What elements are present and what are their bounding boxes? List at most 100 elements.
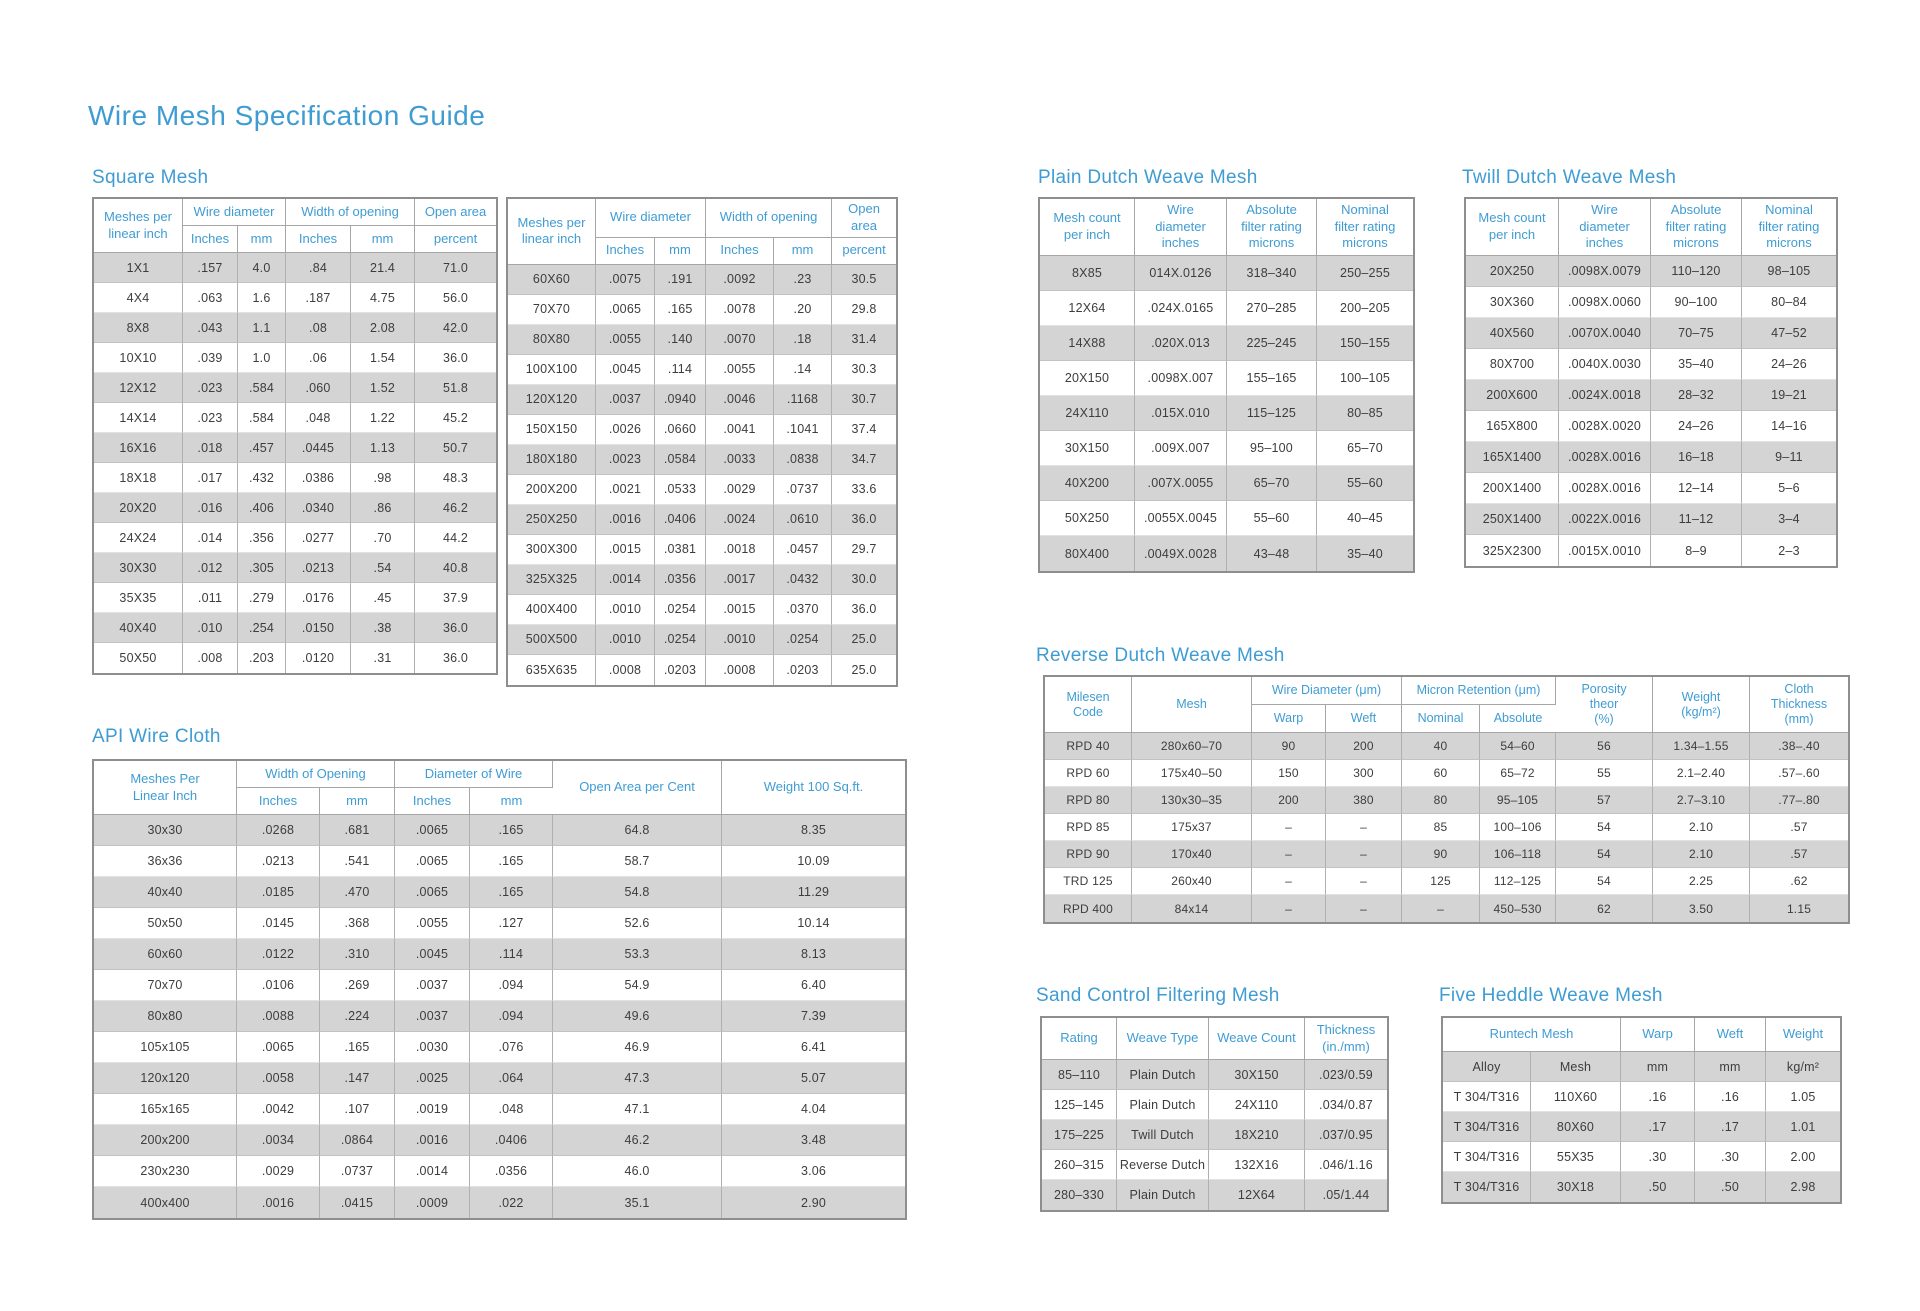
cell: 36.0 bbox=[415, 643, 497, 673]
cell: 19–21 bbox=[1742, 380, 1836, 411]
cell: RPD 80 bbox=[1045, 787, 1132, 814]
column-header: Weight (kg/m²) bbox=[1653, 677, 1751, 733]
cell: 100X100 bbox=[508, 354, 596, 385]
cell: – bbox=[1326, 814, 1403, 841]
cell: 250X250 bbox=[508, 504, 596, 535]
cell: .0092 bbox=[706, 264, 775, 295]
column-header: Mesh bbox=[1132, 677, 1252, 733]
cell: .0010 bbox=[706, 624, 775, 655]
twill-dutch-weave-table: Mesh count per inch Wire diameter inches A… bbox=[1464, 197, 1838, 568]
cell: .0021 bbox=[596, 474, 655, 505]
cell: 175x40–50 bbox=[1132, 760, 1252, 787]
table-row: RPD 80 130x30–35 200 380 80 95–105 57 2.7–3.10.… bbox=[1045, 787, 1849, 814]
cell: – bbox=[1326, 895, 1403, 922]
cell: .17 bbox=[1621, 1112, 1696, 1142]
cell: .0737 bbox=[774, 474, 833, 505]
cell: 2.10 bbox=[1653, 841, 1751, 868]
cell: .50 bbox=[1621, 1172, 1696, 1202]
cell: 80X80 bbox=[508, 324, 596, 355]
cell: 36.0 bbox=[832, 504, 897, 535]
table-row: TRD 125 260x40– –125 112–125 54 2.25.62 bbox=[1045, 868, 1849, 895]
cell: 110–120 bbox=[1651, 256, 1742, 287]
table-row: 20X20.016.406.0340.86 46.2 bbox=[94, 493, 497, 523]
cell: 47.1 bbox=[553, 1094, 723, 1125]
table-row: 24X24.014.356.0277.70 44.2 bbox=[94, 523, 497, 553]
cell: 50x50 bbox=[94, 908, 237, 939]
table-row: 30x30.0268.681.0065.165 64.8 8.35 bbox=[94, 815, 906, 846]
cell: .0022X.0016 bbox=[1559, 504, 1651, 535]
cell: .0457 bbox=[774, 534, 833, 565]
column-header: Rating bbox=[1042, 1018, 1117, 1060]
cell: .0015 bbox=[706, 594, 775, 625]
column-header: Inches bbox=[596, 237, 655, 265]
table-row: 40X560.0070X.0040 70–75 47–52 bbox=[1466, 318, 1836, 349]
cell: .0045 bbox=[395, 939, 471, 970]
cell: 4.75 bbox=[351, 283, 416, 313]
table-row: 80X400.0049X.0028 43–48 35–40 bbox=[1040, 536, 1413, 571]
cell: Twill Dutch bbox=[1117, 1120, 1209, 1150]
column-header: mm bbox=[320, 788, 396, 815]
cell: Mesh bbox=[1531, 1052, 1622, 1082]
cell: .018 bbox=[183, 433, 238, 463]
column-header: Milesen Code bbox=[1045, 677, 1132, 733]
cell: .0122 bbox=[237, 939, 320, 970]
column-header: Wire diameter bbox=[183, 199, 287, 226]
table-row: T 304/T316 110X60.16.16 1.05 bbox=[1443, 1082, 1841, 1112]
cell: .57 bbox=[1750, 814, 1849, 841]
cell: Reverse Dutch bbox=[1117, 1150, 1209, 1180]
cell: 62 bbox=[1556, 895, 1654, 922]
cell: .06 bbox=[286, 343, 352, 373]
cell: .0029 bbox=[237, 1156, 320, 1187]
cell: 44.2 bbox=[415, 523, 497, 553]
cell: 170x40 bbox=[1132, 841, 1252, 868]
column-header: mm bbox=[470, 788, 554, 815]
cell: 24–26 bbox=[1742, 349, 1836, 380]
cell: .50 bbox=[1695, 1172, 1767, 1202]
cell: 25.0 bbox=[832, 654, 897, 685]
table-row: 50X50.008.203.0120.31 36.0 bbox=[94, 643, 497, 673]
cell: .406 bbox=[238, 493, 287, 523]
table-row: 325X325.0014.0356.0017.0432 30.0 bbox=[508, 564, 897, 595]
cell: 6.40 bbox=[722, 970, 906, 1001]
cell: 46.0 bbox=[553, 1156, 723, 1187]
cell: 90 bbox=[1402, 841, 1481, 868]
table-row: RPD 85 175x37– –85 100–106 54 2.10.57 bbox=[1045, 814, 1849, 841]
cell: 55X35 bbox=[1531, 1142, 1622, 1172]
cell: 35–40 bbox=[1317, 536, 1413, 571]
cell: 380 bbox=[1326, 787, 1403, 814]
cell: .0150 bbox=[286, 613, 352, 643]
column-header: Mesh count per inch bbox=[1466, 199, 1559, 256]
square-mesh-table-2: Meshes per linear inch Wire diameter Width… bbox=[506, 197, 899, 687]
column-header: Nominal bbox=[1402, 705, 1481, 733]
table-row: RPD 60 175x40–50 150 300 60 65–72 55 2.1–2.40.5… bbox=[1045, 760, 1849, 787]
table-row: 400X400.0010.0254.0015.0370 36.0 bbox=[508, 594, 897, 625]
cell: 105x105 bbox=[94, 1032, 237, 1063]
cell: 110X60 bbox=[1531, 1082, 1622, 1112]
cell: .0015 bbox=[596, 534, 655, 565]
cell: 155–165 bbox=[1227, 361, 1317, 396]
cell: .0028X.0016 bbox=[1559, 473, 1651, 504]
cell: 1.01 bbox=[1766, 1112, 1841, 1142]
cell: .0445 bbox=[286, 433, 352, 463]
cell: .0055 bbox=[395, 908, 471, 939]
cell: 280x60–70 bbox=[1132, 733, 1252, 760]
cell: .432 bbox=[238, 463, 287, 493]
cell: 34.7 bbox=[832, 444, 897, 475]
cell: .23 bbox=[774, 264, 833, 295]
cell: .114 bbox=[470, 939, 554, 970]
cell: 2.10 bbox=[1653, 814, 1751, 841]
cell: .060 bbox=[286, 373, 352, 403]
cell: 2.00 bbox=[1766, 1142, 1841, 1172]
column-header: Wire diameter inches bbox=[1559, 199, 1651, 256]
cell: .048 bbox=[470, 1094, 554, 1125]
cell: 30X150 bbox=[1209, 1060, 1305, 1090]
column-header: percent bbox=[832, 237, 897, 265]
cell: .0176 bbox=[286, 583, 352, 613]
cell: .224 bbox=[320, 1001, 396, 1032]
cell: .681 bbox=[320, 815, 396, 846]
cell: T 304/T316 bbox=[1443, 1082, 1531, 1112]
table-row: 30X150.009X.007 95–100 65–70 bbox=[1040, 431, 1413, 466]
cell: 12X12 bbox=[94, 373, 183, 403]
cell: 165X1400 bbox=[1466, 442, 1559, 473]
cell: RPD 40 bbox=[1045, 733, 1132, 760]
